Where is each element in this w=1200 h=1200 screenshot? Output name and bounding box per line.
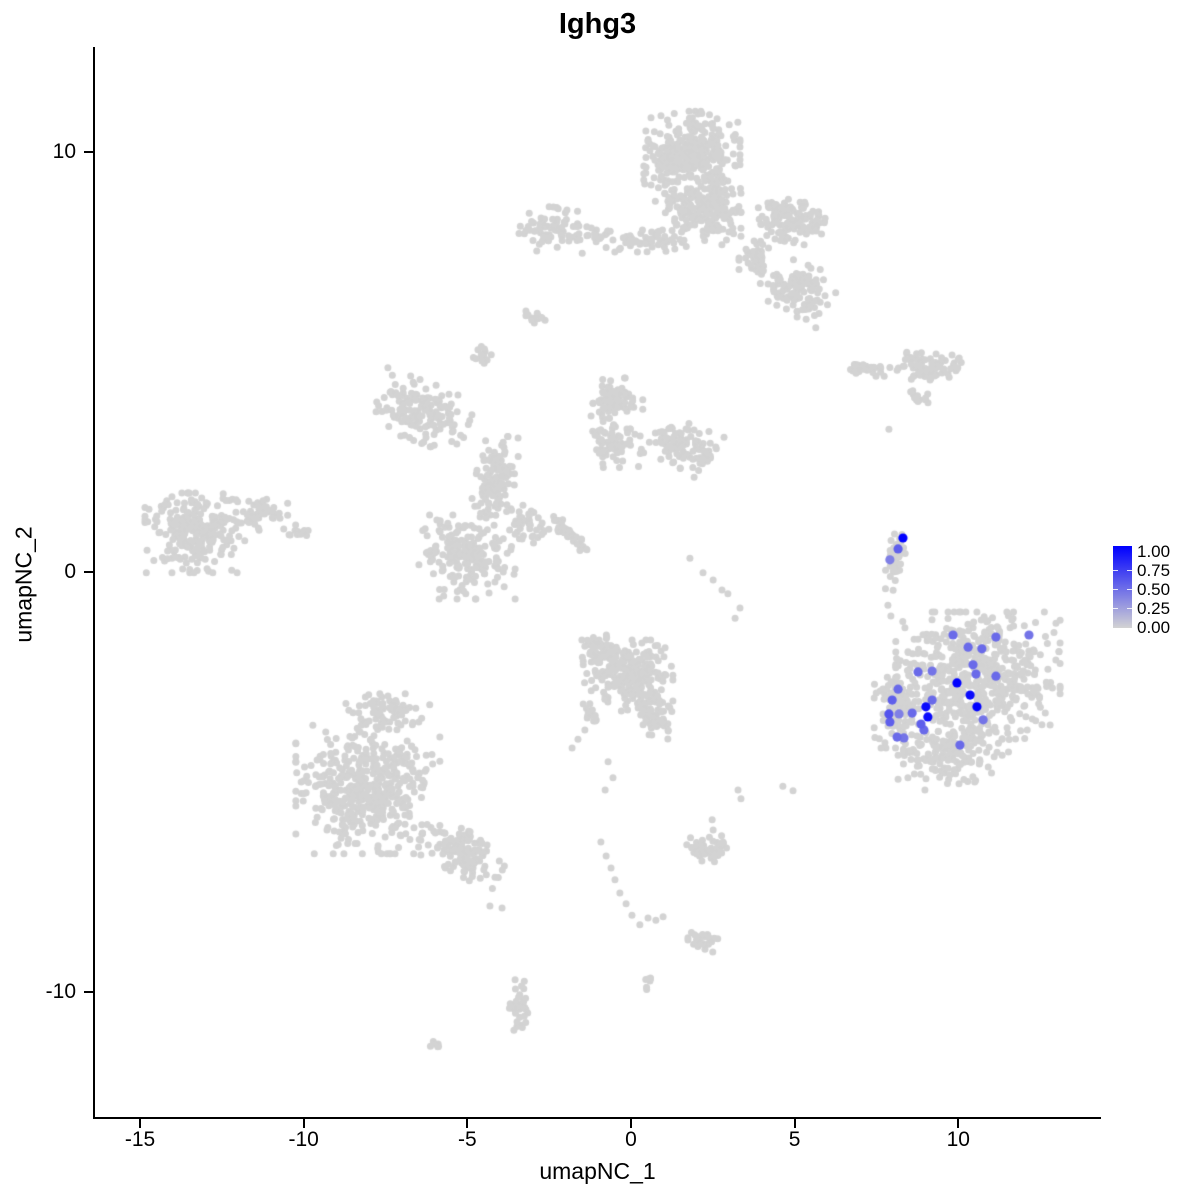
legend-tick-label: 0.25 <box>1137 599 1171 618</box>
legend-tick-mark <box>1113 608 1118 609</box>
x-tick-mark <box>302 1119 305 1128</box>
x-tick-label: -5 <box>458 1128 477 1151</box>
y-tick-label: -10 <box>45 980 76 1003</box>
x-tick-mark <box>139 1119 142 1128</box>
x-tick-mark <box>466 1119 469 1128</box>
y-axis-title: umapNC_2 <box>10 526 37 643</box>
x-tick-label: 5 <box>788 1128 801 1151</box>
legend-colorbar: 1.00 0.75 0.50 0.25 0.00 <box>1113 543 1170 636</box>
x-tick-mark <box>630 1119 632 1128</box>
plot-title: Ighg3 <box>558 8 637 40</box>
legend-tick-label: 0.75 <box>1137 561 1171 580</box>
legend-tick-label: 0.00 <box>1137 618 1171 637</box>
y-tick-mark <box>84 571 93 573</box>
y-tick-label: 10 <box>52 140 76 163</box>
x-tick-label: 10 <box>946 1128 970 1151</box>
x-tick-label: -15 <box>124 1128 156 1151</box>
legend-tick-label: 1.00 <box>1137 542 1171 561</box>
x-tick-label: 0 <box>625 1128 637 1151</box>
umap-scatter-canvas <box>95 47 1100 1117</box>
legend-tick-label: 0.50 <box>1137 580 1171 599</box>
x-axis-title: umapNC_1 <box>539 1158 656 1184</box>
legend-gradient-bar: 1.00 0.75 0.50 0.25 0.00 <box>1113 543 1170 636</box>
legend-tick-mark <box>1127 589 1132 590</box>
y-tick-mark <box>84 991 93 993</box>
legend-tick-mark <box>1113 589 1118 590</box>
y-tick-mark <box>84 151 93 153</box>
x-tick-mark <box>957 1119 960 1128</box>
x-tick-mark <box>793 1119 796 1128</box>
legend-tick-mark <box>1113 570 1118 571</box>
x-tick-label: -10 <box>288 1128 319 1151</box>
legend-tick-mark <box>1127 570 1132 571</box>
x-axis-line <box>93 1117 1101 1119</box>
y-tick-label: 0 <box>64 560 76 583</box>
legend-tick-mark <box>1127 608 1132 609</box>
y-axis-line <box>93 47 95 1119</box>
